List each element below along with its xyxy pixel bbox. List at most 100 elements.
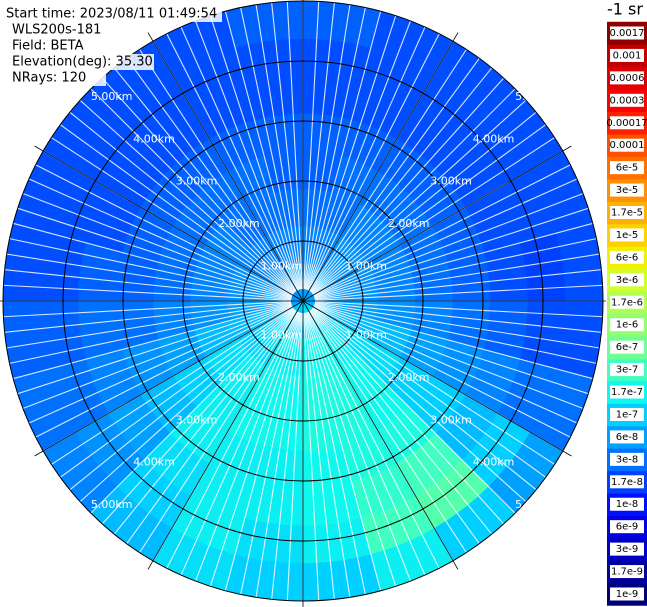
spoke (147, 300, 304, 570)
colorbar-label-bg (610, 385, 644, 399)
info-box: Start time: 2023/08/11 01:49:54WLS200s-1… (6, 6, 222, 86)
range-label: 2.00km (388, 371, 430, 384)
range-label: 4.00km (133, 456, 175, 469)
ray-gap (309, 310, 484, 549)
spoke (302, 300, 459, 570)
range-label: 1.00km (345, 328, 387, 341)
range-ring (242, 240, 364, 362)
range-label: 3.00km (176, 413, 218, 426)
ray-gap (110, 62, 296, 293)
ray-gap (310, 73, 509, 293)
colorbar-tick-label: 6e-7 (616, 342, 639, 353)
info-line: Field: BETA (12, 39, 84, 54)
colorbar-label-bg (610, 250, 644, 264)
ray-gap (0, 268, 292, 301)
ray-gap (75, 95, 295, 294)
ray-gap (223, 312, 301, 597)
ray-gap (313, 305, 583, 426)
ray-gap (309, 310, 471, 558)
spoke (302, 32, 459, 302)
field-cell (244, 75, 304, 121)
range-label: 3.00km (430, 413, 472, 426)
colorbar-label-bg (610, 295, 644, 309)
range-ring (62, 60, 544, 542)
field-cell (77, 242, 123, 302)
info-bg (6, 6, 222, 22)
ray-gap (304, 1, 368, 290)
colorbar-tick-label: 1e-8 (616, 499, 639, 510)
ray-gap (312, 307, 560, 469)
range-label: 1.00km (261, 260, 303, 273)
colorbar-label-bg (610, 93, 644, 107)
ray-gap (23, 305, 293, 426)
colorbar: -1 sr 1e-9 1.7e-9 3e-9 6e-9 1e-8 1.7e-8 3e-8 6e-… (606, 0, 647, 606)
colorbar-label-bg (610, 520, 644, 534)
range-label: 5.00km (515, 498, 557, 511)
ray-gap (306, 9, 399, 290)
ray-gap (304, 312, 368, 601)
ray-gap (0, 252, 292, 300)
ray-gap (310, 309, 509, 529)
field-cell (483, 242, 529, 302)
ray-gap (314, 284, 606, 301)
colorbar-tick-label: 1e-5 (616, 230, 639, 241)
ray-gap (0, 301, 292, 334)
ray-gap (314, 236, 603, 300)
spoke (302, 145, 572, 302)
ray-gap (46, 133, 294, 295)
ray-gap (3, 236, 292, 300)
ray-gap (306, 312, 414, 587)
ray-gap (64, 108, 295, 294)
ray-gap (0, 301, 292, 318)
colorbar-label-bg (610, 340, 644, 354)
ray-gap (314, 302, 606, 350)
range-label: 4.00km (473, 132, 515, 145)
ray-gap (314, 268, 606, 301)
colorbar-label-bg (610, 407, 644, 421)
ray-gap (314, 303, 599, 381)
field-cell (244, 481, 304, 527)
ray-gap (75, 308, 295, 507)
colorbar-tick-label: 1.7e-6 (611, 297, 643, 308)
colorbar-tick-label: 1.7e-9 (611, 567, 643, 578)
info-bg (6, 22, 106, 38)
ray-gap (192, 312, 300, 587)
ray-gap (23, 176, 293, 297)
range-label: 2.00km (218, 217, 260, 230)
ray-gap (55, 307, 294, 482)
ray-gap (314, 205, 595, 298)
polar-grid: 1.00km 1.00km 1.00km 1.00km 2.00km 2.00km 2.00… (0, 0, 606, 607)
ray-gap (314, 304, 595, 397)
colorbar-label-bg (610, 542, 644, 556)
ray-gap (3, 302, 292, 366)
colorbar-label-bg (610, 497, 644, 511)
colorbar-tick-label: 0.0006 (610, 73, 645, 84)
ray-gap (122, 310, 297, 549)
field-cell (302, 481, 362, 527)
ray-gap (46, 307, 294, 469)
colorbar-tick-label: 1e-6 (616, 320, 639, 331)
range-label: 5.00km (91, 90, 133, 103)
colorbar-label-bg (610, 26, 644, 40)
ray-gap (286, 0, 303, 290)
ray-gap (192, 15, 300, 290)
range-label: 1.00km (345, 260, 387, 273)
ray-gap (178, 311, 299, 581)
range-label: 2.00km (388, 217, 430, 230)
ray-gap (135, 44, 297, 292)
ray-gap (312, 307, 551, 482)
ray-gap (307, 28, 443, 291)
ray-gap (0, 284, 292, 301)
ray-gap (7, 303, 292, 381)
ray-gap (97, 73, 296, 293)
ray-gap (313, 305, 576, 441)
ray-gap (311, 108, 542, 294)
info-bg (6, 70, 106, 86)
ray-gap (270, 312, 303, 606)
range-label: 4.00km (133, 132, 175, 145)
ray-gap (312, 133, 560, 295)
ray-gap (122, 53, 297, 292)
ray-gap (17, 304, 292, 412)
range-label: 5.00km (91, 498, 133, 511)
